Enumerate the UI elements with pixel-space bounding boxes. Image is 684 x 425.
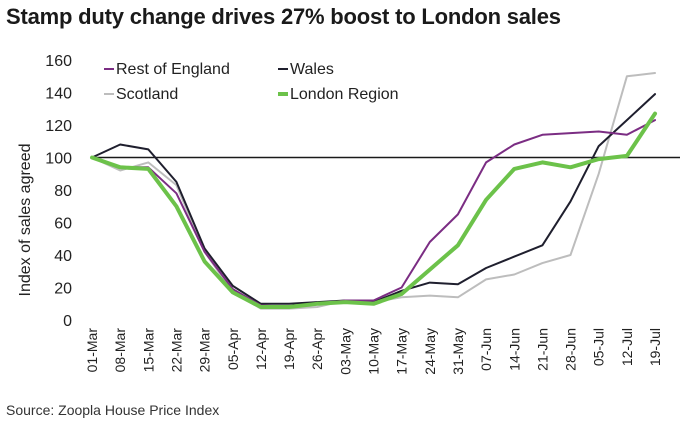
legend-label: Scotland [116,86,178,103]
x-tick-label: 19-Apr [281,328,297,370]
y-tick-label: 120 [45,118,72,135]
y-tick-label: 160 [45,53,72,70]
y-tick-label: 100 [45,151,72,168]
x-tick-label: 22-Mar [168,328,184,373]
y-tick-label: 40 [54,248,72,265]
x-tick-label: 29-Mar [197,328,213,373]
x-tick-label: 12-Jul [619,328,635,366]
series-line-rest-of-england [91,119,656,308]
x-tick-label: 24-May [422,328,438,375]
x-tick-label: 08-Mar [112,328,128,373]
x-tick-label: 01-Mar [84,328,100,373]
x-tick-label: 14-Jun [506,328,522,371]
x-tick-label: 05-Jul [591,328,607,366]
x-tick-label: 26-Apr [309,328,325,370]
x-tick-label: 28-Jun [563,328,579,371]
x-tick-label: 31-May [450,328,466,375]
x-tick-label: 10-May [366,328,382,375]
x-tick-label: 19-Jul [647,328,663,366]
series-line-scotland [91,72,656,310]
legend-label: London Region [290,86,399,103]
x-tick-label: 21-Jun [534,328,550,371]
x-tick-label: 07-Jun [478,328,494,371]
y-tick-label: 80 [54,183,72,200]
y-tick-label: 20 [54,281,72,298]
y-tick-label: 140 [45,86,72,103]
legend: Rest of England Wales Scotland London Regio… [104,61,399,103]
series-line-wales [91,93,656,305]
y-axis: 0 20 40 60 80 100 120 140 160 [45,53,72,330]
y-axis-label: Index of sales agreed [17,144,34,297]
y-tick-label: 60 [54,216,72,233]
y-tick-label: 0 [63,313,72,330]
source-note: Source: Zoopla House Price Index [6,402,220,418]
x-tick-label: 12-Apr [253,328,269,370]
x-tick-label: 17-May [394,328,410,375]
chart-title: Stamp duty change drives 27% boost to Lo… [6,4,561,29]
x-axis: 01-Mar 08-Mar 15-Mar 22-Mar 29-Mar 05-Apr 12-A… [84,328,663,375]
legend-label: Wales [290,61,334,78]
series-line-london-region [90,111,657,309]
x-tick-label: 03-May [337,328,353,375]
series-layer [90,72,657,310]
x-tick-label: 05-Apr [225,328,241,370]
x-tick-label: 15-Mar [140,328,156,373]
legend-label: Rest of England [116,61,230,78]
